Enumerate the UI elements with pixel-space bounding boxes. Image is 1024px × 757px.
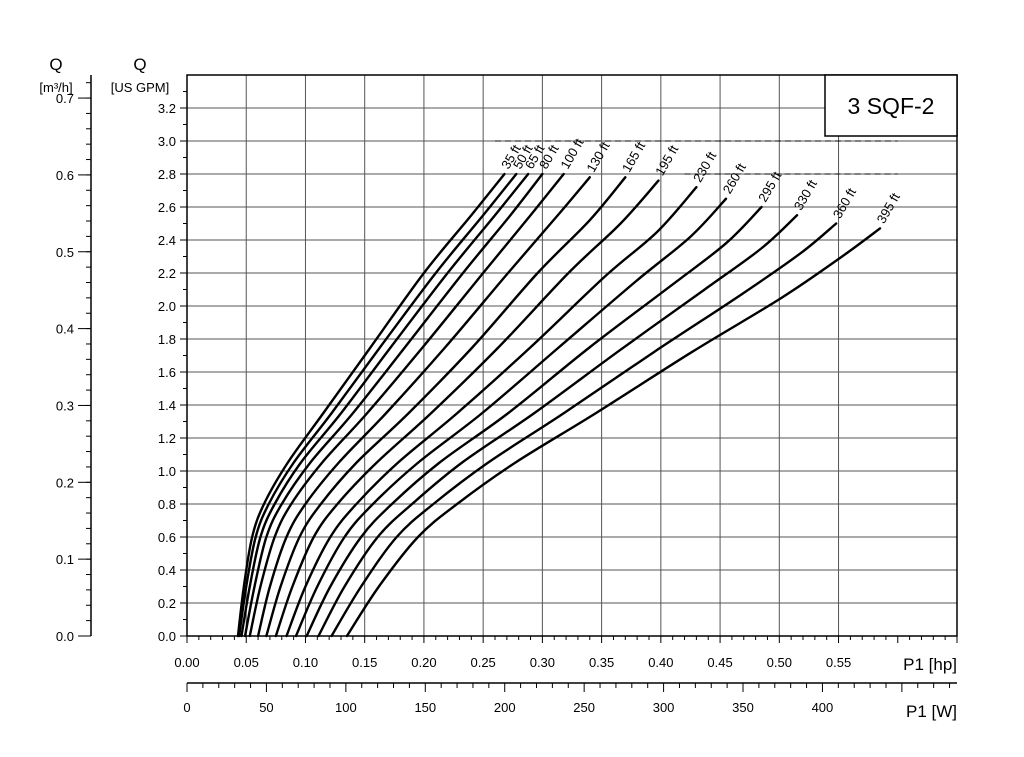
series-curve	[256, 176, 591, 638]
y-m3h-tick-label: 0.2	[56, 475, 74, 490]
y-gpm-tick-label: 2.8	[158, 167, 176, 182]
x-w-tick-label: 100	[335, 700, 357, 715]
y-m3h-tick-label: 0.4	[56, 322, 74, 337]
series-curve	[294, 197, 728, 638]
y-right-title: Q	[133, 55, 146, 74]
series-curve	[285, 186, 698, 638]
plot-frame	[186, 74, 958, 637]
y-left-title: Q	[49, 55, 62, 74]
series-curve	[240, 172, 530, 638]
x-w-tick-label: 350	[732, 700, 754, 715]
y-gpm-tick-label: 2.2	[158, 266, 176, 281]
series-label: 165 ft	[619, 139, 648, 175]
x-hp-tick-label: 0.55	[826, 655, 851, 670]
series-curve	[317, 214, 799, 638]
x-hp-tick-label: 0.35	[589, 655, 614, 670]
series-curves	[236, 172, 882, 638]
series-curve	[236, 172, 506, 638]
series-curve	[305, 205, 763, 638]
x-hp-tick-label: 0.30	[530, 655, 555, 670]
x-w-tick-label: 0	[183, 700, 190, 715]
chart-title: 3 SQF-2	[848, 93, 935, 119]
x-hp-tick-label: 0.10	[293, 655, 318, 670]
x-w-title: P1 [W]	[906, 702, 957, 721]
y-gpm-tick-label: 0.4	[158, 563, 176, 578]
y-gpm-tick-label: 3.2	[158, 101, 176, 116]
y-gpm-tick-label: 1.2	[158, 431, 176, 446]
y-right-unit: [US GPM]	[111, 80, 170, 95]
x-hp-tick-label: 0.40	[648, 655, 673, 670]
series-curve	[345, 227, 882, 638]
y-m3h-tick-label: 0.1	[56, 552, 74, 567]
x-hp-tick-label: 0.50	[767, 655, 792, 670]
series-label: 195 ft	[652, 142, 681, 178]
y-gpm-tick-label: 0.2	[158, 596, 176, 611]
x-hp-tick-label: 0.20	[411, 655, 436, 670]
x-w-tick-label: 250	[573, 700, 595, 715]
y-gpm-tick-label: 2.0	[158, 299, 176, 314]
series-curve	[243, 172, 544, 638]
series-label: 260 ft	[720, 160, 749, 196]
y-left-unit: [m³/h]	[39, 80, 72, 95]
y-gpm-tick-label: 0.6	[158, 530, 176, 545]
y-gpm-tick-label: 0.8	[158, 497, 176, 512]
y-gpm-tick-label: 1.8	[158, 332, 176, 347]
x-w-tick-label: 150	[414, 700, 436, 715]
series-curve	[248, 172, 565, 638]
series-curve	[274, 179, 660, 638]
y-gpm-tick-label: 1.6	[158, 365, 176, 380]
series-label: 395 ft	[874, 190, 903, 226]
y-m3h-tick-label: 0.6	[56, 168, 74, 183]
y-gpm-tick-label: 0.0	[158, 629, 176, 644]
y-gpm-tick-label: 1.0	[158, 464, 176, 479]
x-hp-tick-label: 0.00	[174, 655, 199, 670]
series-curve	[265, 176, 627, 638]
series-curve	[330, 222, 838, 638]
x-w-tick-label: 50	[259, 700, 273, 715]
x-w-tick-label: 400	[812, 700, 834, 715]
y-gpm-tick-label: 2.4	[158, 233, 176, 248]
x-hp-tick-label: 0.45	[707, 655, 732, 670]
x-hp-tick-label: 0.25	[470, 655, 495, 670]
axes: 0.00 0.05 0.10 0.15 0.20 0.25 0.30 0.35 0.40 0.45…	[56, 75, 958, 715]
series-label: 130 ft	[583, 139, 612, 175]
y-m3h-tick-label: 0.7	[56, 91, 74, 106]
x-hp-tick-label: 0.15	[352, 655, 377, 670]
chart-title-box: 3 SQF-2	[824, 74, 958, 137]
y-gpm-tick-label: 2.6	[158, 200, 176, 215]
y-m3h-tick-label: 0.3	[56, 398, 74, 413]
y-gpm-tick-label: 3.0	[158, 134, 176, 149]
y-gpm-tick-label: 1.4	[158, 398, 176, 413]
series-label: 360 ft	[830, 185, 859, 221]
x-hp-tick-label: 0.05	[234, 655, 259, 670]
series-curve	[237, 172, 518, 638]
x-hp-title: P1 [hp]	[903, 655, 957, 674]
x-w-tick-label: 200	[494, 700, 516, 715]
y-m3h-tick-label: 0.5	[56, 245, 74, 260]
x-w-tick-label: 300	[653, 700, 675, 715]
y-m3h-tick-label: 0.0	[56, 629, 74, 644]
series-label: 230 ft	[690, 149, 719, 185]
